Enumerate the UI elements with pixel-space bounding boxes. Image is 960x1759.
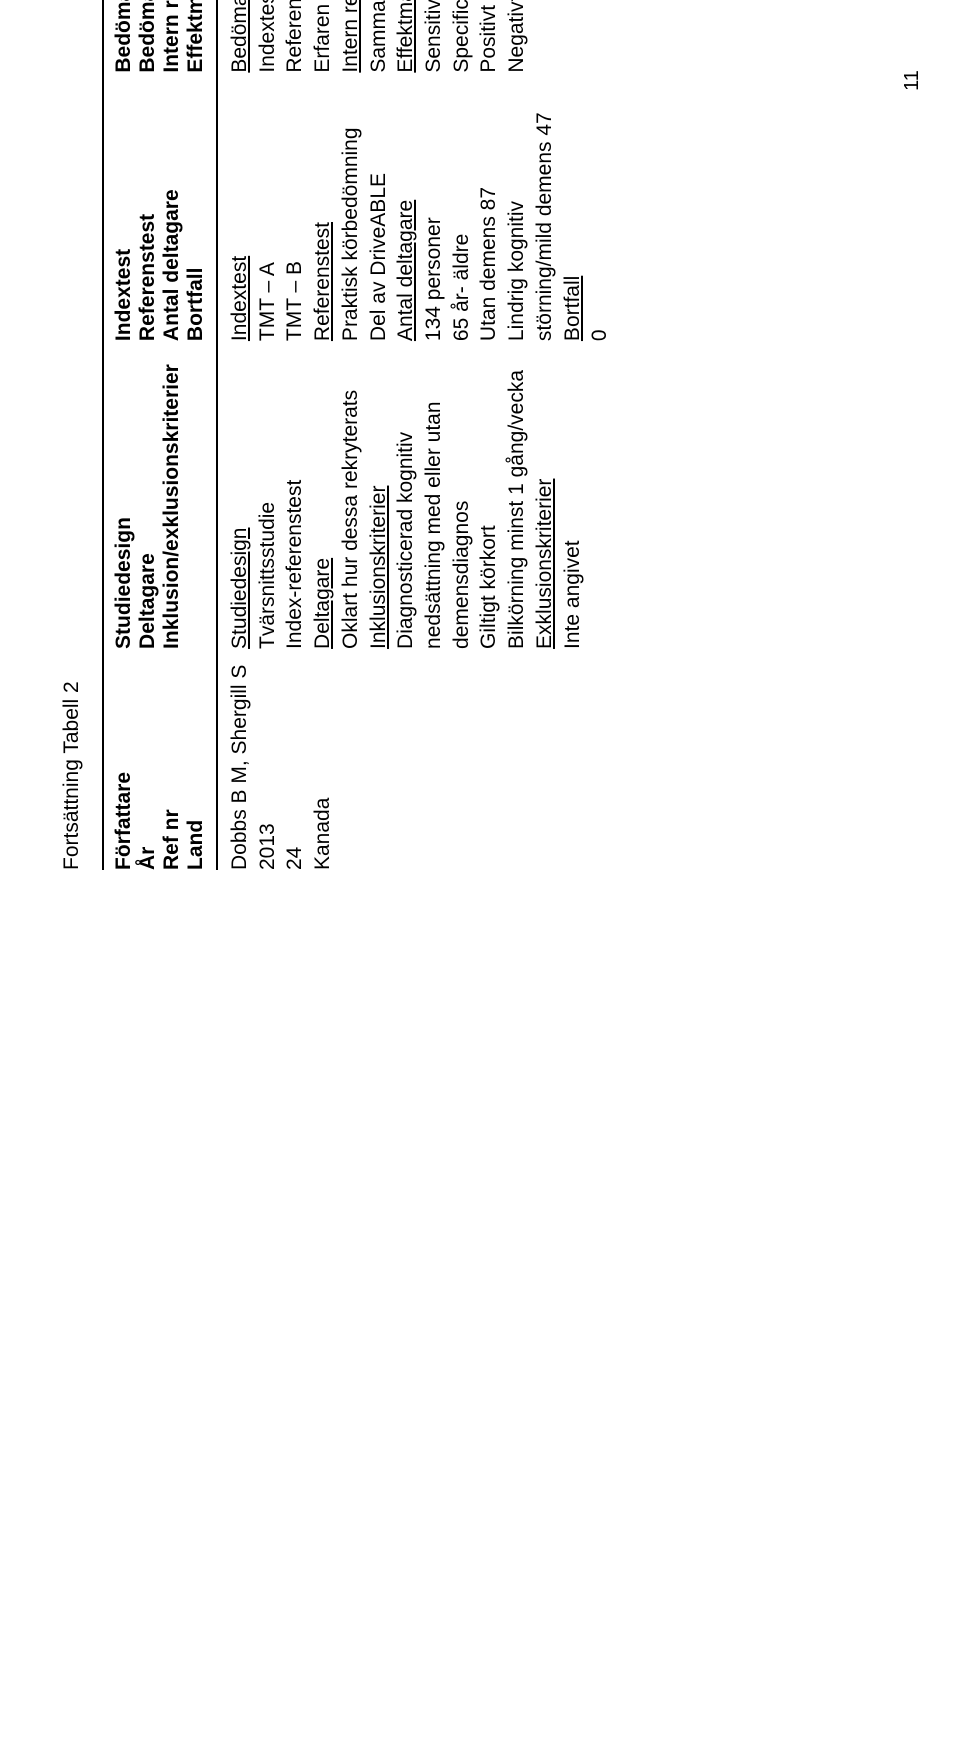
txt: 65 år- äldre <box>448 83 476 341</box>
cell-assessor: Bedömare Indextest oklart Referenstest E… <box>217 0 955 73</box>
hdr: Bedömarens erfarenhet <box>136 0 160 73</box>
txt: 24 <box>281 659 309 870</box>
page-number: 11 <box>901 70 924 91</box>
txt: Samma bedömare <box>365 0 393 73</box>
txt: Referenstest <box>281 0 309 73</box>
cell-design: Studiedesign Tvärsnittsstudie Index-refe… <box>217 341 955 649</box>
txt: 2013 <box>254 659 282 870</box>
hdr: Inklusion/exklusionskriterier <box>160 351 184 649</box>
subhead: Inklusionskriterier <box>365 351 393 649</box>
hdr: Intern reliabilitet <box>160 0 184 73</box>
txt: Index-referenstest <box>281 351 309 649</box>
subhead: Studiedesign <box>226 351 254 649</box>
subhead: Bortfall <box>559 83 587 341</box>
txt: Praktisk körbedömning <box>337 83 365 341</box>
txt: Positivt prediktivt värde <box>475 0 503 73</box>
table-caption: Fortsättning Tabell 2 <box>60 0 84 870</box>
txt: Utan demens 87 <box>475 83 503 341</box>
hdr: Antal deltagare <box>160 83 184 341</box>
hdr: År <box>136 659 160 870</box>
txt: Negativt prediktivt värde <box>503 0 531 73</box>
txt: Diagnosticerad kognitiv nedsättning med … <box>392 351 475 649</box>
cell-indextest: Indextest TMT – A TMT – B Referenstest P… <box>217 73 955 341</box>
table-header-row: Författare År Ref nr Land Studiedesign D… <box>103 0 217 870</box>
subhead: Referenstest <box>309 83 337 341</box>
subhead: Antal deltagare <box>392 83 420 341</box>
txt: Specificitet <box>448 0 476 73</box>
txt: Del av DriveABLE <box>365 83 393 341</box>
hdr: Bedömare <box>112 0 136 73</box>
txt: Indextest oklart <box>254 0 282 73</box>
txt: Inte angivet <box>559 351 587 649</box>
subhead: Deltagare <box>309 351 337 649</box>
header-design: Studiedesign Deltagare Inklusion/exklusi… <box>103 341 217 649</box>
hdr: Land <box>184 659 208 870</box>
subhead: Bedömare <box>226 0 254 73</box>
txt: Kanada <box>309 659 337 870</box>
evidence-table: Författare År Ref nr Land Studiedesign D… <box>102 0 955 870</box>
hdr: Ref nr <box>160 659 184 870</box>
table-row: Dobbs B M, Shergill S 2013 24 Kanada Stu… <box>217 0 955 870</box>
subhead: Intern reliabilitet <box>337 0 365 73</box>
txt: Bilkörning minst 1 gång/vecka <box>503 351 531 649</box>
txt: 0 <box>586 83 614 341</box>
txt: TMT – A <box>254 83 282 341</box>
rotated-content: Fortsättning Tabell 2 Författare År Ref … <box>0 0 960 960</box>
hdr: Författare <box>112 659 136 870</box>
header-indextest: Indextest Referenstest Antal deltagare B… <box>103 73 217 341</box>
hdr: Bortfall <box>184 83 208 341</box>
txt: Erfaren körbedömare <box>309 0 337 73</box>
subhead: Indextest <box>226 83 254 341</box>
subhead: Exklusionskriterier <box>531 351 559 649</box>
txt: 134 personer <box>420 83 448 341</box>
txt: Oklart hur dessa rekryterats <box>337 351 365 649</box>
header-assessor: Bedömare Bedömarens erfarenhet Intern re… <box>103 0 217 73</box>
hdr: Deltagare <box>136 351 160 649</box>
txt: Sensitivitet <box>420 0 448 73</box>
txt: Giltigt körkort <box>475 351 503 649</box>
hdr: Indextest <box>112 83 136 341</box>
cell-author: Dobbs B M, Shergill S 2013 24 Kanada <box>217 649 955 870</box>
txt: Lindrig kognitiv störning/mild demens 47 <box>503 83 558 341</box>
txt: TMT – B <box>281 83 309 341</box>
hdr: Effektmått <box>184 0 208 73</box>
hdr: Studiedesign <box>112 351 136 649</box>
hdr: Referenstest <box>136 83 160 341</box>
txt: Tvärsnittsstudie <box>254 351 282 649</box>
txt: Dobbs B M, Shergill S <box>226 659 254 870</box>
header-author: Författare År Ref nr Land <box>103 649 217 870</box>
page: Fortsättning Tabell 2 Författare År Ref … <box>0 0 960 1759</box>
subhead: Effektmått <box>392 0 420 73</box>
